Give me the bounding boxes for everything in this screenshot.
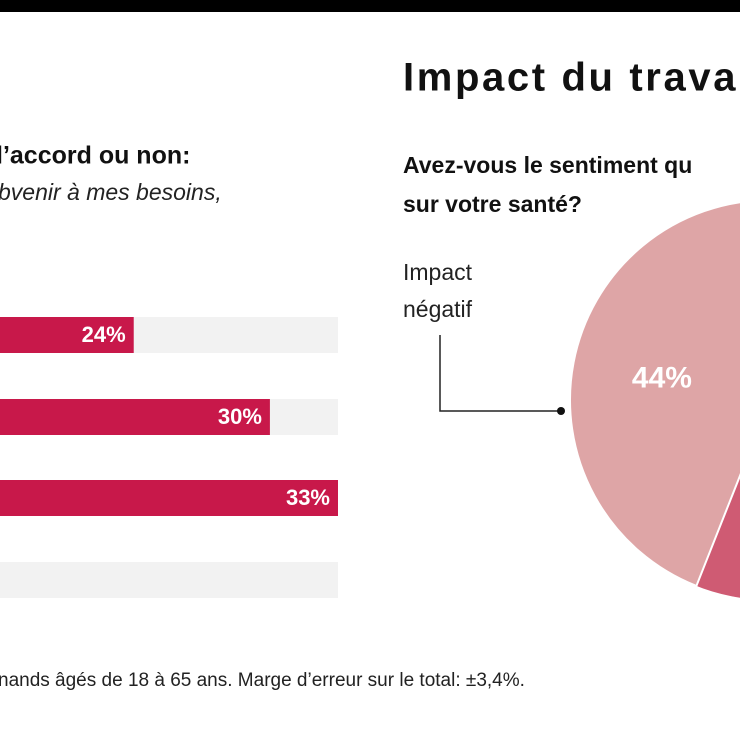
- slice-label: Impact: [403, 259, 473, 285]
- bar-track: [0, 562, 338, 598]
- leader-dot: [557, 407, 565, 415]
- top-band: [0, 0, 740, 12]
- bar: [0, 317, 134, 353]
- slice-value-label: 44%: [632, 361, 692, 394]
- pie-title: Impact du travail: [403, 56, 740, 100]
- bar-subtitle: bvenir à mes besoins,: [0, 179, 222, 205]
- bar-value-label: 33%: [286, 485, 330, 510]
- bar-title: l’accord ou non:: [0, 142, 190, 170]
- slice-label: négatif: [403, 296, 473, 322]
- leader-line: [439, 335, 561, 412]
- bar: [0, 480, 338, 516]
- pie: [569, 201, 740, 588]
- pie-subtitle: sur votre santé?: [403, 191, 582, 217]
- pie-slice: [569, 201, 740, 588]
- pie-subtitle: Avez-vous le sentiment qu: [403, 152, 692, 178]
- bar: [0, 399, 270, 435]
- footnote: nands âgés de 18 à 65 ans. Marge d’erreu…: [0, 670, 525, 691]
- bar-value-label: 24%: [82, 322, 126, 347]
- bar-value-label: 30%: [218, 404, 262, 429]
